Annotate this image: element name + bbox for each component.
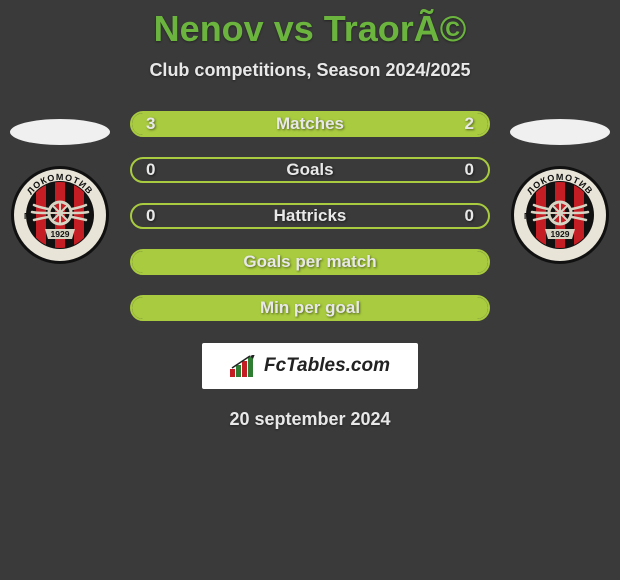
stat-label: Goals: [286, 160, 333, 180]
right-player-col: ЛОКОМОТИВ СОФИЯ ПФК 1929: [508, 111, 612, 270]
stat-bar: 3 2 Matches: [130, 111, 490, 137]
left-oval-placeholder: [10, 119, 110, 145]
date: 20 september 2024: [0, 409, 620, 430]
stat-value-left: 0: [146, 160, 155, 180]
right-oval-placeholder: [510, 119, 610, 145]
stat-label: Hattricks: [274, 206, 347, 226]
brand-badge: FcTables.com: [202, 343, 418, 389]
page-title: Nenov vs TraorÃ©: [0, 0, 620, 50]
stat-bars: 3 2 Matches 0 0 Goals 0 0 Hattricks Goals per mat…: [112, 111, 508, 321]
club-emblem-svg: ЛОКОМОТИВ СОФИЯ ПФК 1929: [510, 165, 610, 265]
brand-text: FcTables.com: [264, 355, 390, 377]
right-club-logo: ЛОКОМОТИВ СОФИЯ ПФК 1929: [510, 165, 610, 270]
comparison-row: ЛОКОМОТИВ СОФИЯ ПФК 1929 32Matches00Go: [0, 111, 620, 321]
club-emblem-svg: ЛОКОМОТИВ СОФИЯ ПФК 1929: [10, 165, 110, 265]
left-club-logo: ЛОКОМОТИВ СОФИЯ ПФК 1929: [10, 165, 110, 270]
svg-text:1929: 1929: [551, 229, 570, 239]
stat-bar: Goals per match: [130, 249, 490, 275]
stat-value-left: 3: [146, 114, 155, 134]
stat-bar: 0 0 Hattricks: [130, 203, 490, 229]
chart-icon: [230, 355, 258, 377]
stat-value-right: 2: [465, 114, 474, 134]
stat-bar: Min per goal: [130, 295, 490, 321]
stat-value-right: 0: [465, 160, 474, 180]
stat-bar: 0 0 Goals: [130, 157, 490, 183]
left-player-col: ЛОКОМОТИВ СОФИЯ ПФК 1929: [8, 111, 112, 270]
stat-label: Goals per match: [243, 252, 376, 272]
stat-label: Matches: [276, 114, 344, 134]
stat-value-left: 0: [146, 206, 155, 226]
subtitle: Club competitions, Season 2024/2025: [0, 60, 620, 81]
stat-label: Min per goal: [260, 298, 360, 318]
stat-value-right: 0: [465, 206, 474, 226]
svg-text:1929: 1929: [51, 229, 70, 239]
